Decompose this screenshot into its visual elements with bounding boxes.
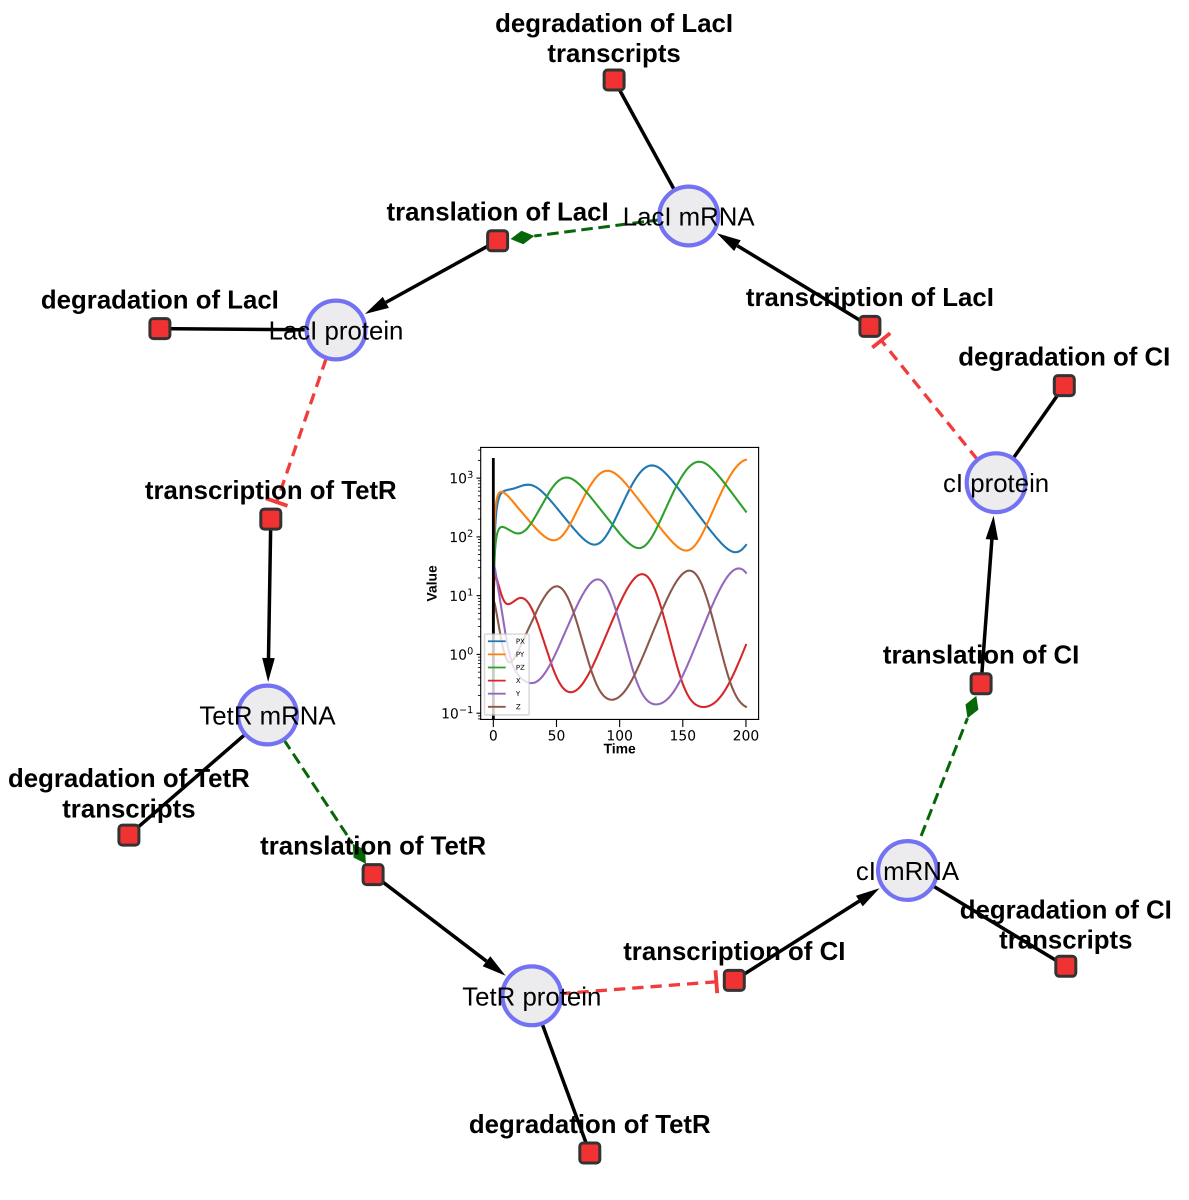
svg-text:degradation of LacI: degradation of LacI <box>495 10 733 38</box>
svg-text:translation of TetR: translation of TetR <box>260 832 486 860</box>
svg-text:degradation of CI: degradation of CI <box>960 896 1172 924</box>
svg-text:LacI protein: LacI protein <box>269 318 404 346</box>
svg-text:degradation of LacI: degradation of LacI <box>41 286 279 314</box>
svg-text:LacI mRNA: LacI mRNA <box>623 204 756 232</box>
svg-text:TetR protein: TetR protein <box>462 983 601 1011</box>
svg-text:degradation of TetR: degradation of TetR <box>469 1111 711 1139</box>
svg-text:transcription of CI: transcription of CI <box>623 938 845 966</box>
svg-text:TetR mRNA: TetR mRNA <box>199 703 336 731</box>
svg-text:transcripts: transcripts <box>999 927 1132 955</box>
svg-text:cI protein: cI protein <box>943 470 1049 498</box>
svg-text:translation of LacI: translation of LacI <box>387 199 609 227</box>
svg-text:transcripts: transcripts <box>62 795 195 823</box>
svg-text:cI mRNA: cI mRNA <box>856 858 960 886</box>
svg-text:degradation of CI: degradation of CI <box>958 343 1170 371</box>
svg-text:transcripts: transcripts <box>547 40 680 68</box>
svg-text:transcription of LacI: transcription of LacI <box>746 284 994 312</box>
svg-text:transcription of TetR: transcription of TetR <box>145 477 397 505</box>
svg-text:degradation of TetR: degradation of TetR <box>8 765 250 793</box>
svg-text:translation of CI: translation of CI <box>883 642 1079 670</box>
